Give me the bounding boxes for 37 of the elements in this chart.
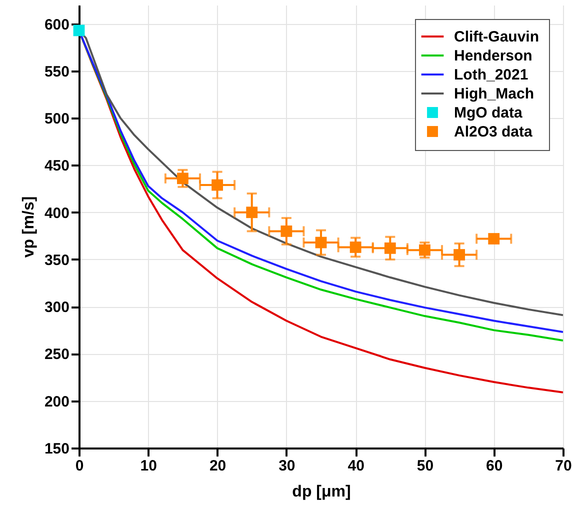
y-tick-label: 150 [44, 440, 70, 458]
point [488, 233, 500, 244]
x-tick-label: 70 [555, 458, 572, 474]
point [454, 249, 465, 260]
legend-label: Clift-Gauvin [454, 28, 539, 46]
y-tick-label: 600 [44, 16, 70, 34]
x-tick-label: 10 [140, 458, 157, 474]
y-tick-label: 400 [44, 204, 70, 222]
point [177, 172, 188, 184]
y-tick-label: 350 [44, 252, 70, 269]
y-tick-label: 250 [44, 346, 70, 364]
y-tick-label: 450 [44, 158, 70, 175]
x-tick-label: 60 [486, 458, 503, 474]
point [73, 24, 85, 36]
x-tick-label: 0 [75, 458, 84, 474]
x-tick-label: 30 [278, 458, 296, 474]
point [280, 226, 292, 237]
y-axis-title: vp [m/s] [20, 196, 38, 258]
legend-label: High_Mach [454, 86, 534, 102]
point [384, 242, 396, 254]
y-tick-label: 550 [44, 63, 70, 80]
y-tick-label: 300 [44, 299, 70, 316]
legend-label: Loth_2021 [454, 66, 528, 84]
point [246, 206, 258, 218]
x-tick-label: 40 [348, 458, 364, 474]
point [315, 236, 327, 248]
point [350, 242, 362, 253]
point [212, 179, 223, 191]
y-tick-label: 200 [44, 393, 70, 410]
y-tick-label: 500 [44, 110, 70, 128]
legend-label: Al2O3 data [454, 124, 534, 140]
x-axis-title: dp [μm] [292, 484, 351, 500]
legend-label: Henderson [454, 48, 532, 64]
legend-label: MgO data [454, 104, 523, 122]
x-tick-label: 20 [209, 458, 226, 474]
x-tick-label: 50 [416, 458, 434, 474]
point [419, 244, 430, 256]
